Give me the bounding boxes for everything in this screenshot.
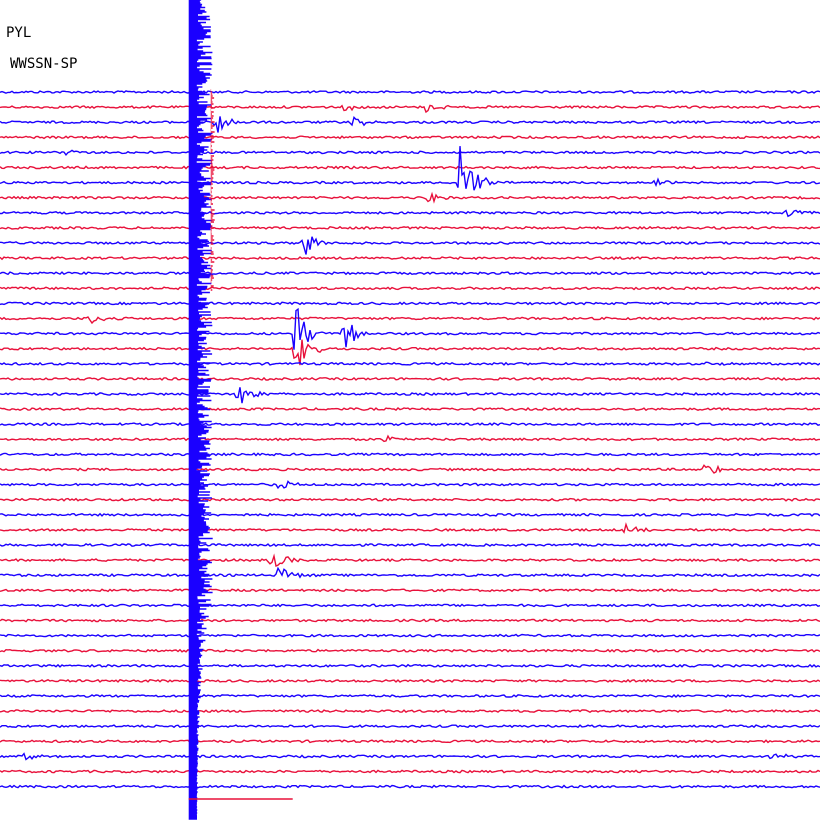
station-label: PYL	[6, 25, 31, 41]
seismogram-trace	[0, 407, 820, 412]
seismogram-trace	[0, 135, 820, 140]
seismogram-trace	[0, 633, 820, 638]
seismogram-trace	[0, 149, 820, 157]
seismogram-trace	[0, 422, 820, 427]
main-event-waveform	[188, 0, 213, 820]
seismogram-trace	[0, 752, 820, 761]
seismogram-trace	[0, 648, 820, 653]
seismogram-trace	[0, 618, 820, 623]
seismogram-trace	[0, 316, 820, 325]
seismogram-trace	[0, 522, 820, 534]
seismogram-trace	[0, 307, 820, 350]
seismogram-trace	[0, 271, 820, 276]
seismogram-trace	[0, 434, 820, 443]
seismogram-trace	[0, 256, 820, 261]
seismogram-trace	[0, 301, 820, 306]
seismogram-trace	[0, 209, 820, 218]
seismogram-trace	[0, 724, 820, 729]
seismogram-trace	[0, 542, 820, 548]
main-event-secondary-trace	[210, 89, 215, 291]
seismogram-trace	[0, 553, 820, 567]
seismogram-trace	[0, 146, 820, 191]
main-event-group	[188, 0, 293, 820]
seismogram-trace	[0, 464, 820, 474]
seismogram-trace	[0, 376, 820, 381]
seismogram-trace	[0, 497, 820, 502]
seismogram-trace	[0, 769, 820, 774]
seismogram-trace	[0, 286, 820, 291]
seismogram-trace	[0, 387, 820, 404]
trace-group	[0, 90, 820, 789]
seismogram-trace	[0, 694, 820, 699]
seismogram-trace	[0, 90, 820, 94]
seismogram-trace	[0, 104, 820, 114]
seismogram-trace	[0, 339, 820, 366]
seismogram-trace	[0, 165, 820, 170]
seismogram-trace	[0, 236, 820, 255]
seismogram-trace	[0, 452, 820, 457]
seismogram-trace	[0, 784, 820, 789]
seismogram-trace	[0, 678, 820, 683]
seismogram-trace	[0, 566, 820, 579]
seismogram-trace	[0, 603, 820, 608]
seismogram-trace	[0, 480, 820, 490]
seismogram-trace	[0, 116, 820, 133]
seismogram-trace	[0, 361, 820, 366]
seismogram-trace	[0, 512, 820, 517]
seismogram-trace	[0, 739, 820, 744]
seismogram-trace	[0, 191, 820, 204]
seismogram-trace	[0, 709, 820, 714]
seismogram-trace	[0, 663, 820, 668]
network-label: WWSSN-SP	[10, 56, 77, 72]
seismogram-trace	[0, 225, 820, 230]
seismogram-trace	[0, 588, 820, 593]
